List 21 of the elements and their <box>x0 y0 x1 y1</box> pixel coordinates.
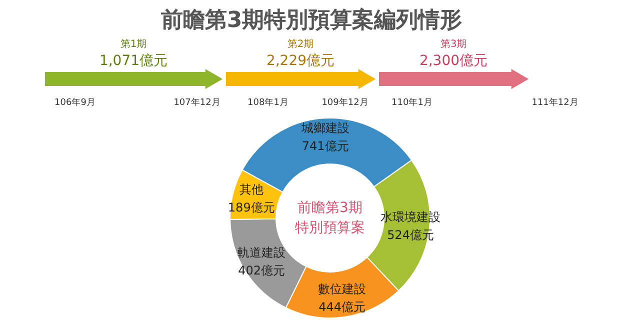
text: 106年9月 <box>54 97 96 108</box>
text: 第1期 <box>120 38 147 50</box>
chart-title: 前瞻第3期特別預算案編列情形 <box>160 7 462 33</box>
text: 108年1月 <box>248 97 288 108</box>
slice-label: 數位建設 <box>318 282 366 296</box>
slice-label: 其他 <box>239 182 264 197</box>
data-label: 444億元 <box>318 300 366 314</box>
text: 109年12月 <box>322 97 368 108</box>
text: 第2期 <box>287 38 314 50</box>
data-label: 741億元 <box>302 139 349 154</box>
text: 第3期 <box>440 38 467 50</box>
text: 107年12月 <box>174 97 220 108</box>
slice-label: 軌道建設 <box>238 245 286 260</box>
text: 111年12月 <box>532 97 578 108</box>
text: 前瞻第3期 <box>298 200 362 216</box>
text: 1,071億元 <box>99 53 168 69</box>
text: 特別預算案 <box>295 219 365 236</box>
text: 2,300億元 <box>419 53 488 69</box>
text: 2,229億元 <box>266 53 335 69</box>
slice-label: 城鄉建設 <box>300 121 350 136</box>
text: 110年1月 <box>392 97 432 108</box>
